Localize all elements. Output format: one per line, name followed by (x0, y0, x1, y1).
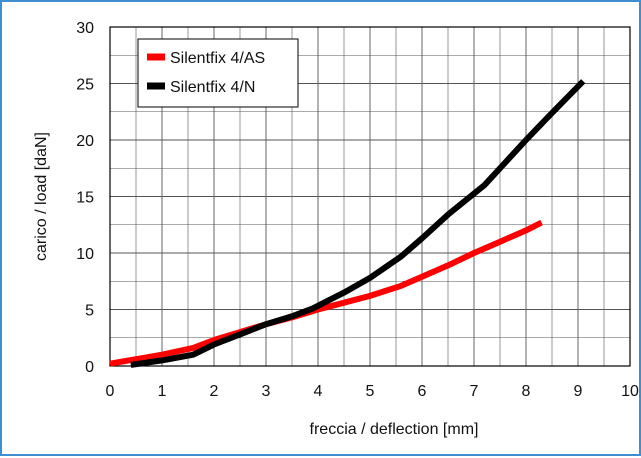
x-axis-tick-labels: 0 1 2 3 4 5 6 7 8 9 10 (106, 383, 639, 400)
x-tick-label: 6 (418, 383, 427, 400)
legend-box (137, 38, 299, 108)
x-tick-label: 5 (366, 383, 375, 400)
plot-area-border (109, 26, 631, 367)
series-line-2 (130, 79, 586, 368)
y-tick-label: 30 (76, 20, 94, 37)
series-layer (109, 79, 586, 368)
x-tick-label: 2 (210, 383, 219, 400)
y-axis-label: carico / load [daN] (33, 132, 50, 261)
y-tick-label: 15 (76, 190, 94, 207)
x-axis-label: freccia / deflection [mm] (310, 421, 479, 438)
y-tick-label: 5 (85, 303, 94, 320)
x-tick-label: 4 (314, 383, 323, 400)
y-tick-label: 10 (76, 246, 94, 263)
x-tick-label: 3 (262, 383, 271, 400)
legend: Silentfix 4/AS Silentfix 4/N (137, 38, 299, 108)
x-tick-label: 1 (158, 383, 167, 400)
y-axis-tick-labels: 0 5 10 15 20 25 30 (76, 20, 94, 376)
legend-label-2: Silentfix 4/N (170, 79, 255, 96)
y-tick-label: 0 (85, 359, 94, 376)
x-tick-label: 9 (574, 383, 583, 400)
y-tick-label: 20 (76, 133, 94, 150)
x-tick-label: 8 (522, 383, 531, 400)
x-tick-label: 7 (470, 383, 479, 400)
x-tick-label: 10 (621, 383, 639, 400)
legend-label-1: Silentfix 4/AS (170, 50, 265, 67)
y-tick-label: 25 (76, 77, 94, 94)
x-tick-label: 0 (106, 383, 115, 400)
series-line-1 (109, 219, 543, 367)
